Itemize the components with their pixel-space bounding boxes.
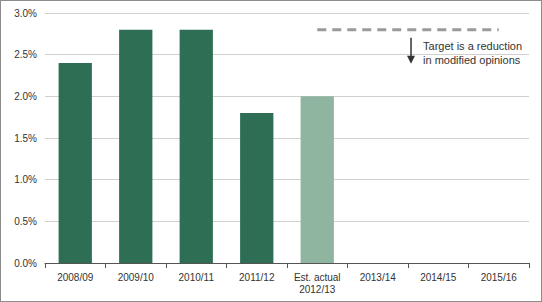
svg-text:Est. actual: Est. actual <box>294 272 341 283</box>
svg-text:2012/13: 2012/13 <box>299 284 336 295</box>
svg-text:2008/09: 2008/09 <box>57 272 94 283</box>
svg-text:in modified opinions: in modified opinions <box>423 54 521 66</box>
svg-text:2.5%: 2.5% <box>14 49 37 60</box>
svg-text:2009/10: 2009/10 <box>118 272 155 283</box>
svg-text:0.5%: 0.5% <box>14 216 37 227</box>
svg-text:2015/16: 2015/16 <box>481 272 518 283</box>
svg-text:1.0%: 1.0% <box>14 174 37 185</box>
svg-text:3.0%: 3.0% <box>14 8 37 19</box>
svg-text:2013/14: 2013/14 <box>360 272 397 283</box>
svg-text:2.0%: 2.0% <box>14 91 37 102</box>
svg-text:0.0%: 0.0% <box>14 258 37 269</box>
svg-text:Target is a reduction: Target is a reduction <box>423 40 522 52</box>
svg-text:1.5%: 1.5% <box>14 133 37 144</box>
svg-text:2014/15: 2014/15 <box>420 272 457 283</box>
svg-text:2010/11: 2010/11 <box>179 272 215 283</box>
svg-text:2011/12: 2011/12 <box>239 272 275 283</box>
